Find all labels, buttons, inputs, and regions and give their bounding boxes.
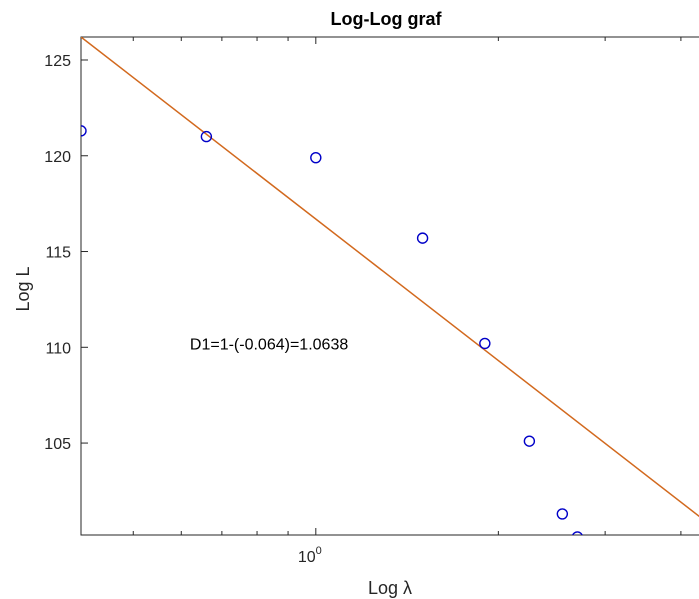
data-point bbox=[523, 435, 536, 447]
x-tick-label: 100 bbox=[298, 545, 322, 566]
fit-line-layer bbox=[81, 37, 699, 518]
data-point bbox=[572, 531, 583, 535]
y-axis-label: Log L bbox=[13, 266, 33, 311]
y-tick-label: 125 bbox=[44, 53, 71, 70]
x-minor-ticks bbox=[132, 37, 682, 535]
data-point bbox=[310, 151, 322, 164]
annotations: D1=1-(-0.064)=1.0638 bbox=[190, 336, 348, 353]
y-tick-label: 110 bbox=[45, 340, 71, 357]
y-tick-label: 120 bbox=[44, 149, 71, 166]
y-tick-label: 115 bbox=[45, 245, 71, 262]
annotation-text: D1=1-(-0.064)=1.0638 bbox=[190, 336, 348, 353]
x-axis-ticks: 100 bbox=[298, 37, 322, 566]
y-tick-label: 105 bbox=[44, 436, 71, 453]
fit-line bbox=[81, 37, 699, 518]
y-axis-ticks: 105 110 115 120 125 bbox=[44, 53, 88, 453]
data-point bbox=[81, 125, 87, 137]
data-point bbox=[416, 232, 429, 244]
chart-title: Log-Log graf bbox=[331, 9, 443, 29]
plot-area bbox=[80, 36, 699, 536]
data-markers bbox=[81, 125, 583, 535]
data-point bbox=[200, 130, 213, 143]
data-point bbox=[479, 337, 491, 350]
data-point bbox=[556, 508, 569, 520]
x-axis-label: Log λ bbox=[368, 578, 412, 598]
